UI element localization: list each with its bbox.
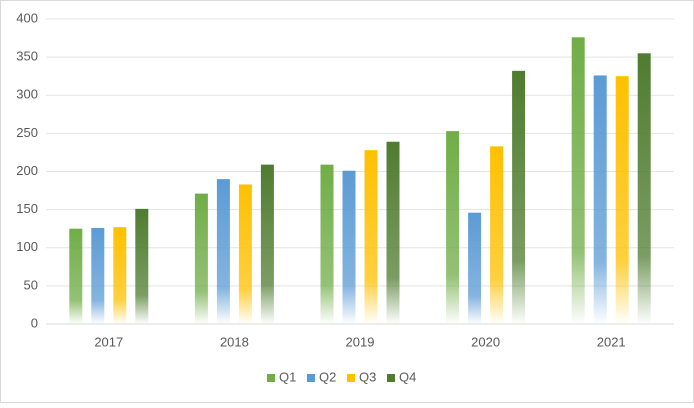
bar <box>615 76 629 324</box>
bar <box>135 208 149 324</box>
y-tick-label: 150 <box>16 201 38 216</box>
y-tick-label: 350 <box>16 49 38 64</box>
y-tick-label: 200 <box>16 163 38 178</box>
bar <box>238 184 252 324</box>
legend-swatch <box>347 374 355 382</box>
bar <box>91 227 105 324</box>
bar <box>637 53 651 324</box>
bar <box>342 170 356 324</box>
bar <box>593 75 607 324</box>
y-tick-label: 100 <box>16 239 38 254</box>
bar <box>194 193 208 324</box>
bar <box>468 212 482 324</box>
bar <box>386 141 400 324</box>
bar <box>113 227 127 324</box>
y-tick-label: 0 <box>31 315 38 330</box>
legend-label: Q2 <box>319 369 336 384</box>
y-tick-label: 400 <box>16 10 38 25</box>
bar <box>364 150 378 324</box>
x-tick-label: 2019 <box>346 334 375 349</box>
x-tick-label: 2017 <box>94 334 123 349</box>
bar <box>260 164 274 324</box>
legend-label: Q4 <box>399 369 416 384</box>
legend-swatch <box>267 374 275 382</box>
x-tick-label: 2021 <box>597 334 626 349</box>
bar <box>571 37 585 325</box>
bar <box>69 228 83 324</box>
legend-swatch <box>387 374 395 382</box>
bar <box>216 179 230 324</box>
y-tick-label: 50 <box>24 277 38 292</box>
legend-swatch <box>307 374 315 382</box>
bar <box>490 146 504 324</box>
y-tick-label: 300 <box>16 87 38 102</box>
bar <box>512 70 526 324</box>
y-tick-label: 250 <box>16 125 38 140</box>
legend-label: Q3 <box>359 369 376 384</box>
bar <box>320 164 334 324</box>
legend-label: Q1 <box>279 369 296 384</box>
bar <box>446 131 460 324</box>
x-tick-label: 2018 <box>220 334 249 349</box>
x-tick-label: 2020 <box>471 334 500 349</box>
